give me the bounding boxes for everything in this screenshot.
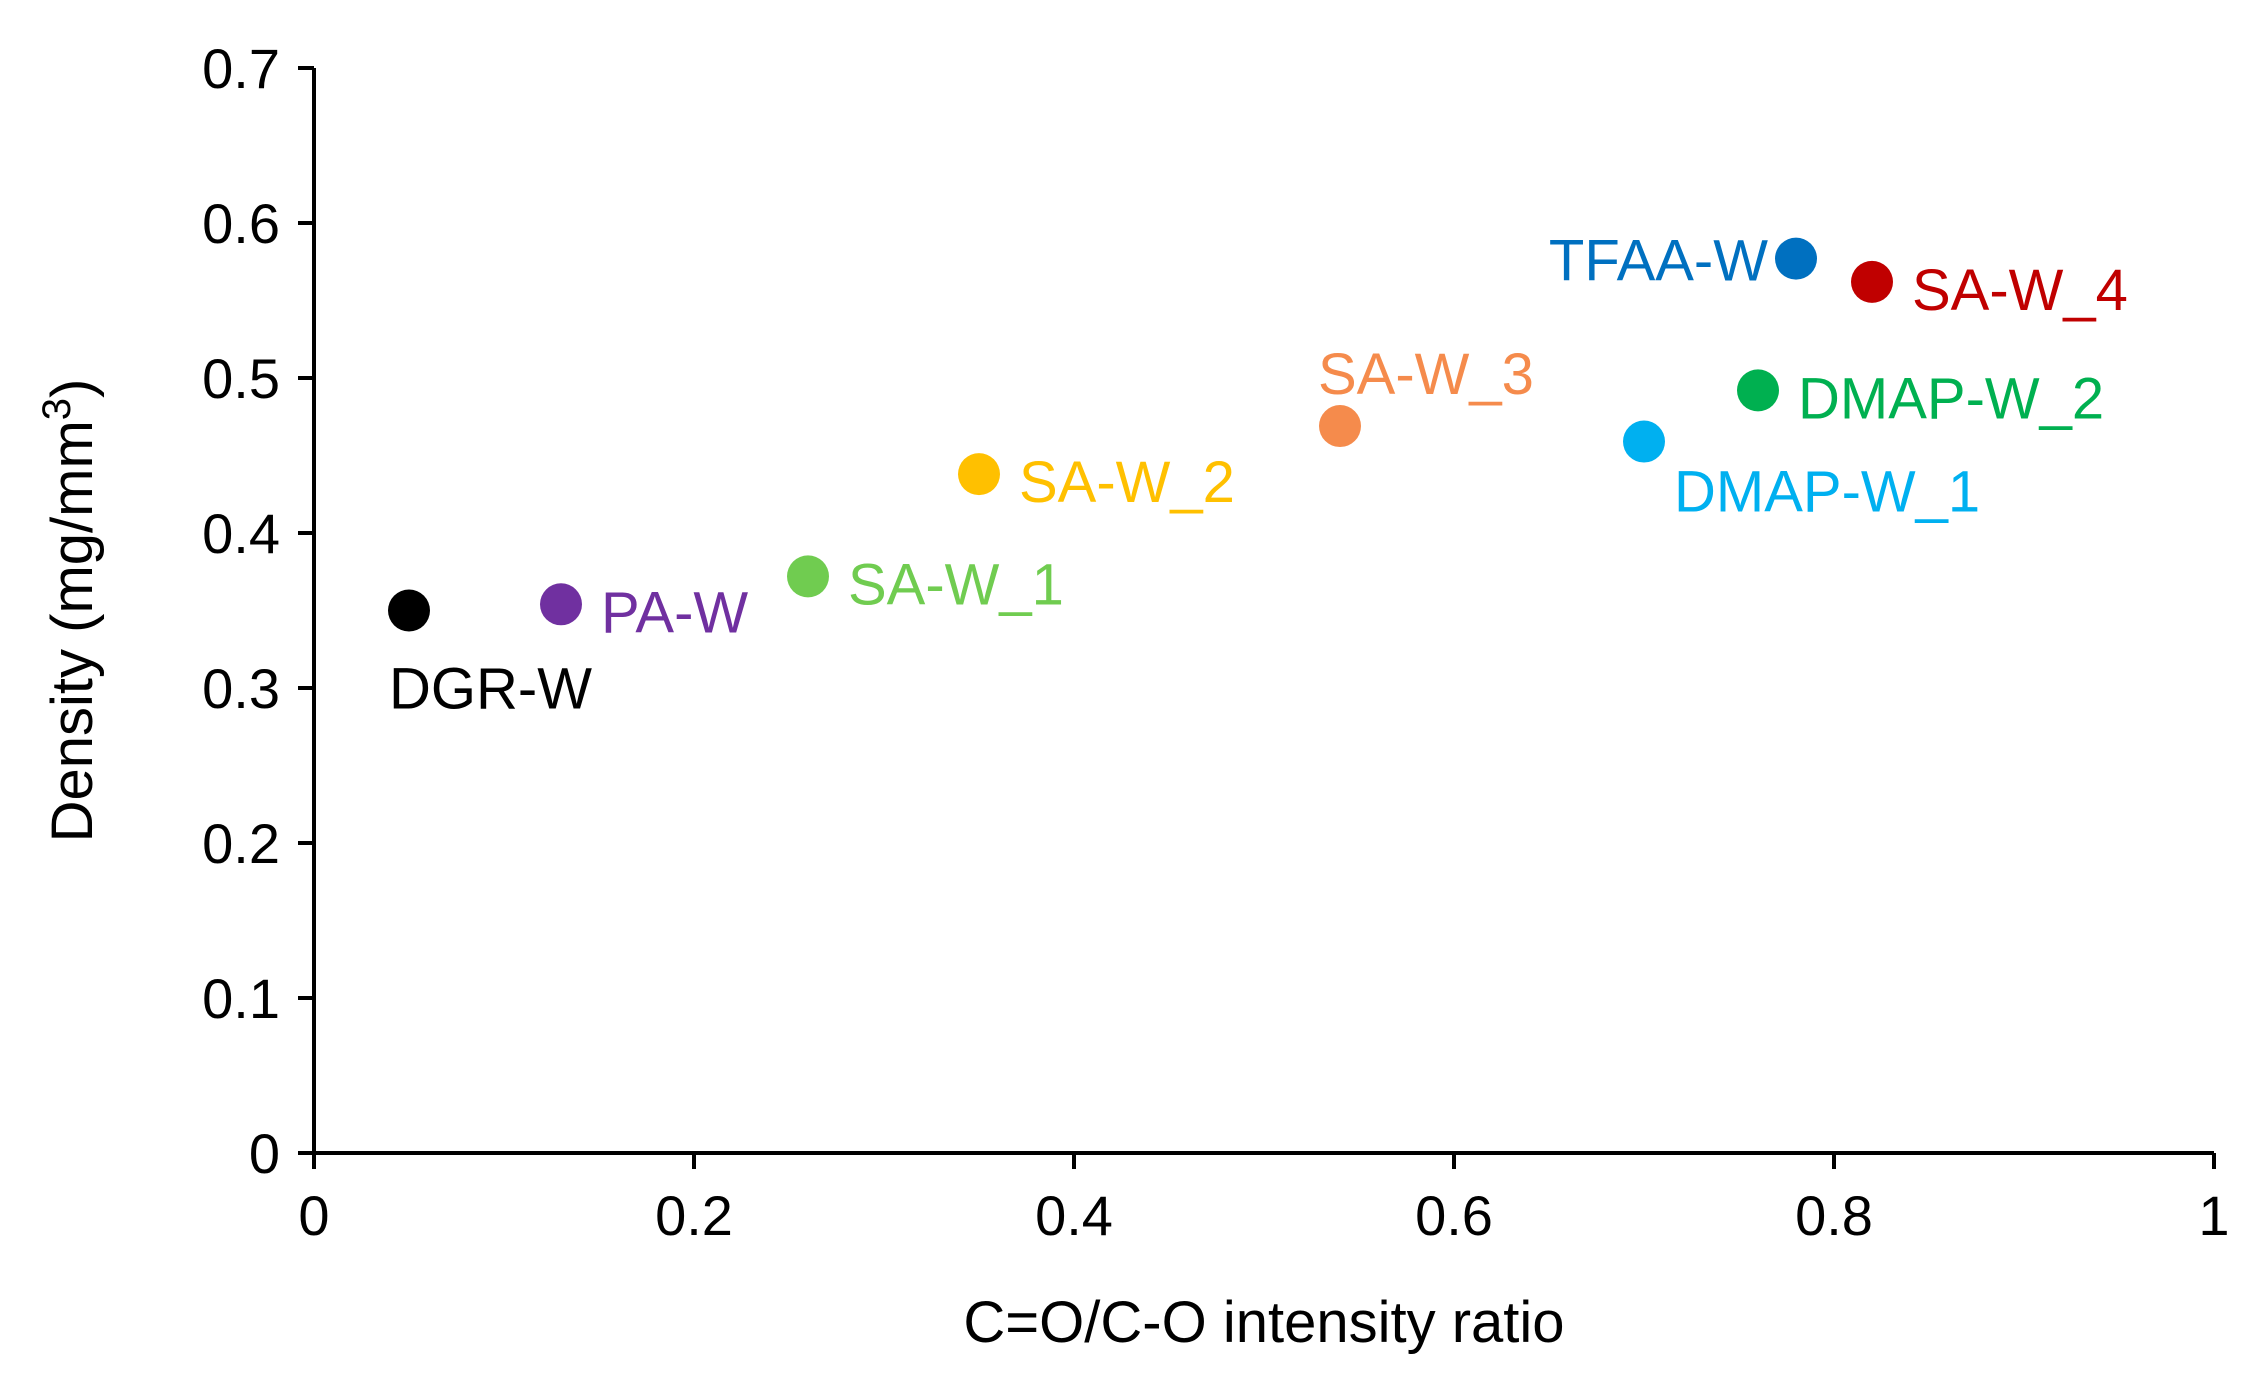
y-tick-label: 0.6 [202, 192, 280, 255]
y-tick-label: 0.2 [202, 812, 280, 875]
y-axis-title-superscript: 3 [35, 398, 79, 420]
point-label: DMAP-W_2 [1798, 366, 2104, 431]
x-tick-label: 0 [298, 1184, 329, 1247]
point-label: DGR-W [389, 657, 592, 722]
point-label: SA-W_2 [1019, 450, 1235, 515]
point-label: SA-W_1 [848, 552, 1064, 617]
y-tick-label: 0.5 [202, 347, 280, 410]
x-ticks: 0 0.2 0.4 0.6 0.8 1 [298, 1153, 2230, 1247]
data-point [1737, 369, 1779, 412]
y-tick-label: 0.3 [202, 657, 280, 720]
data-point [1775, 237, 1817, 280]
data-point [1319, 405, 1361, 448]
y-axis-title-suffix: ) [40, 379, 105, 398]
x-axis-title: C=O/C-O intensity ratio [963, 1290, 1564, 1355]
data-point [1623, 420, 1665, 463]
x-tick-label: 0.8 [1795, 1184, 1873, 1247]
y-tick-label: 0.1 [202, 967, 280, 1030]
y-axis-title: Density (mg/mm3) [35, 379, 105, 843]
y-tick-label: 0 [249, 1122, 280, 1185]
data-point [787, 555, 829, 598]
point-label: DMAP-W_1 [1674, 460, 1980, 525]
data-point [1851, 260, 1893, 303]
data-point [540, 583, 582, 626]
y-tick-label: 0.7 [202, 37, 280, 100]
x-tick-label: 1 [2198, 1184, 2229, 1247]
x-tick-label: 0.4 [1035, 1184, 1113, 1247]
data-point [958, 453, 1000, 496]
y-ticks: 0 0.1 0.2 0.3 0.4 0.5 0.6 0.7 [202, 37, 314, 1185]
data-points: DGR-WPA-W SA-W_1 SA-W_2 SA-W_3 DMAP-W_1 DMAP-… [388, 229, 2128, 722]
x-tick-label: 0.2 [655, 1184, 733, 1247]
point-label: SA-W_4 [1912, 258, 2128, 323]
data-point [388, 589, 430, 632]
x-tick-label: 0.6 [1415, 1184, 1493, 1247]
point-label: SA-W_3 [1318, 342, 1534, 407]
y-axis-title-prefix: Density (mg/mm [40, 420, 105, 842]
point-label: TFAA-W [1549, 229, 1768, 294]
y-tick-label: 0.4 [202, 502, 280, 565]
point-label: PA-W [601, 580, 748, 645]
